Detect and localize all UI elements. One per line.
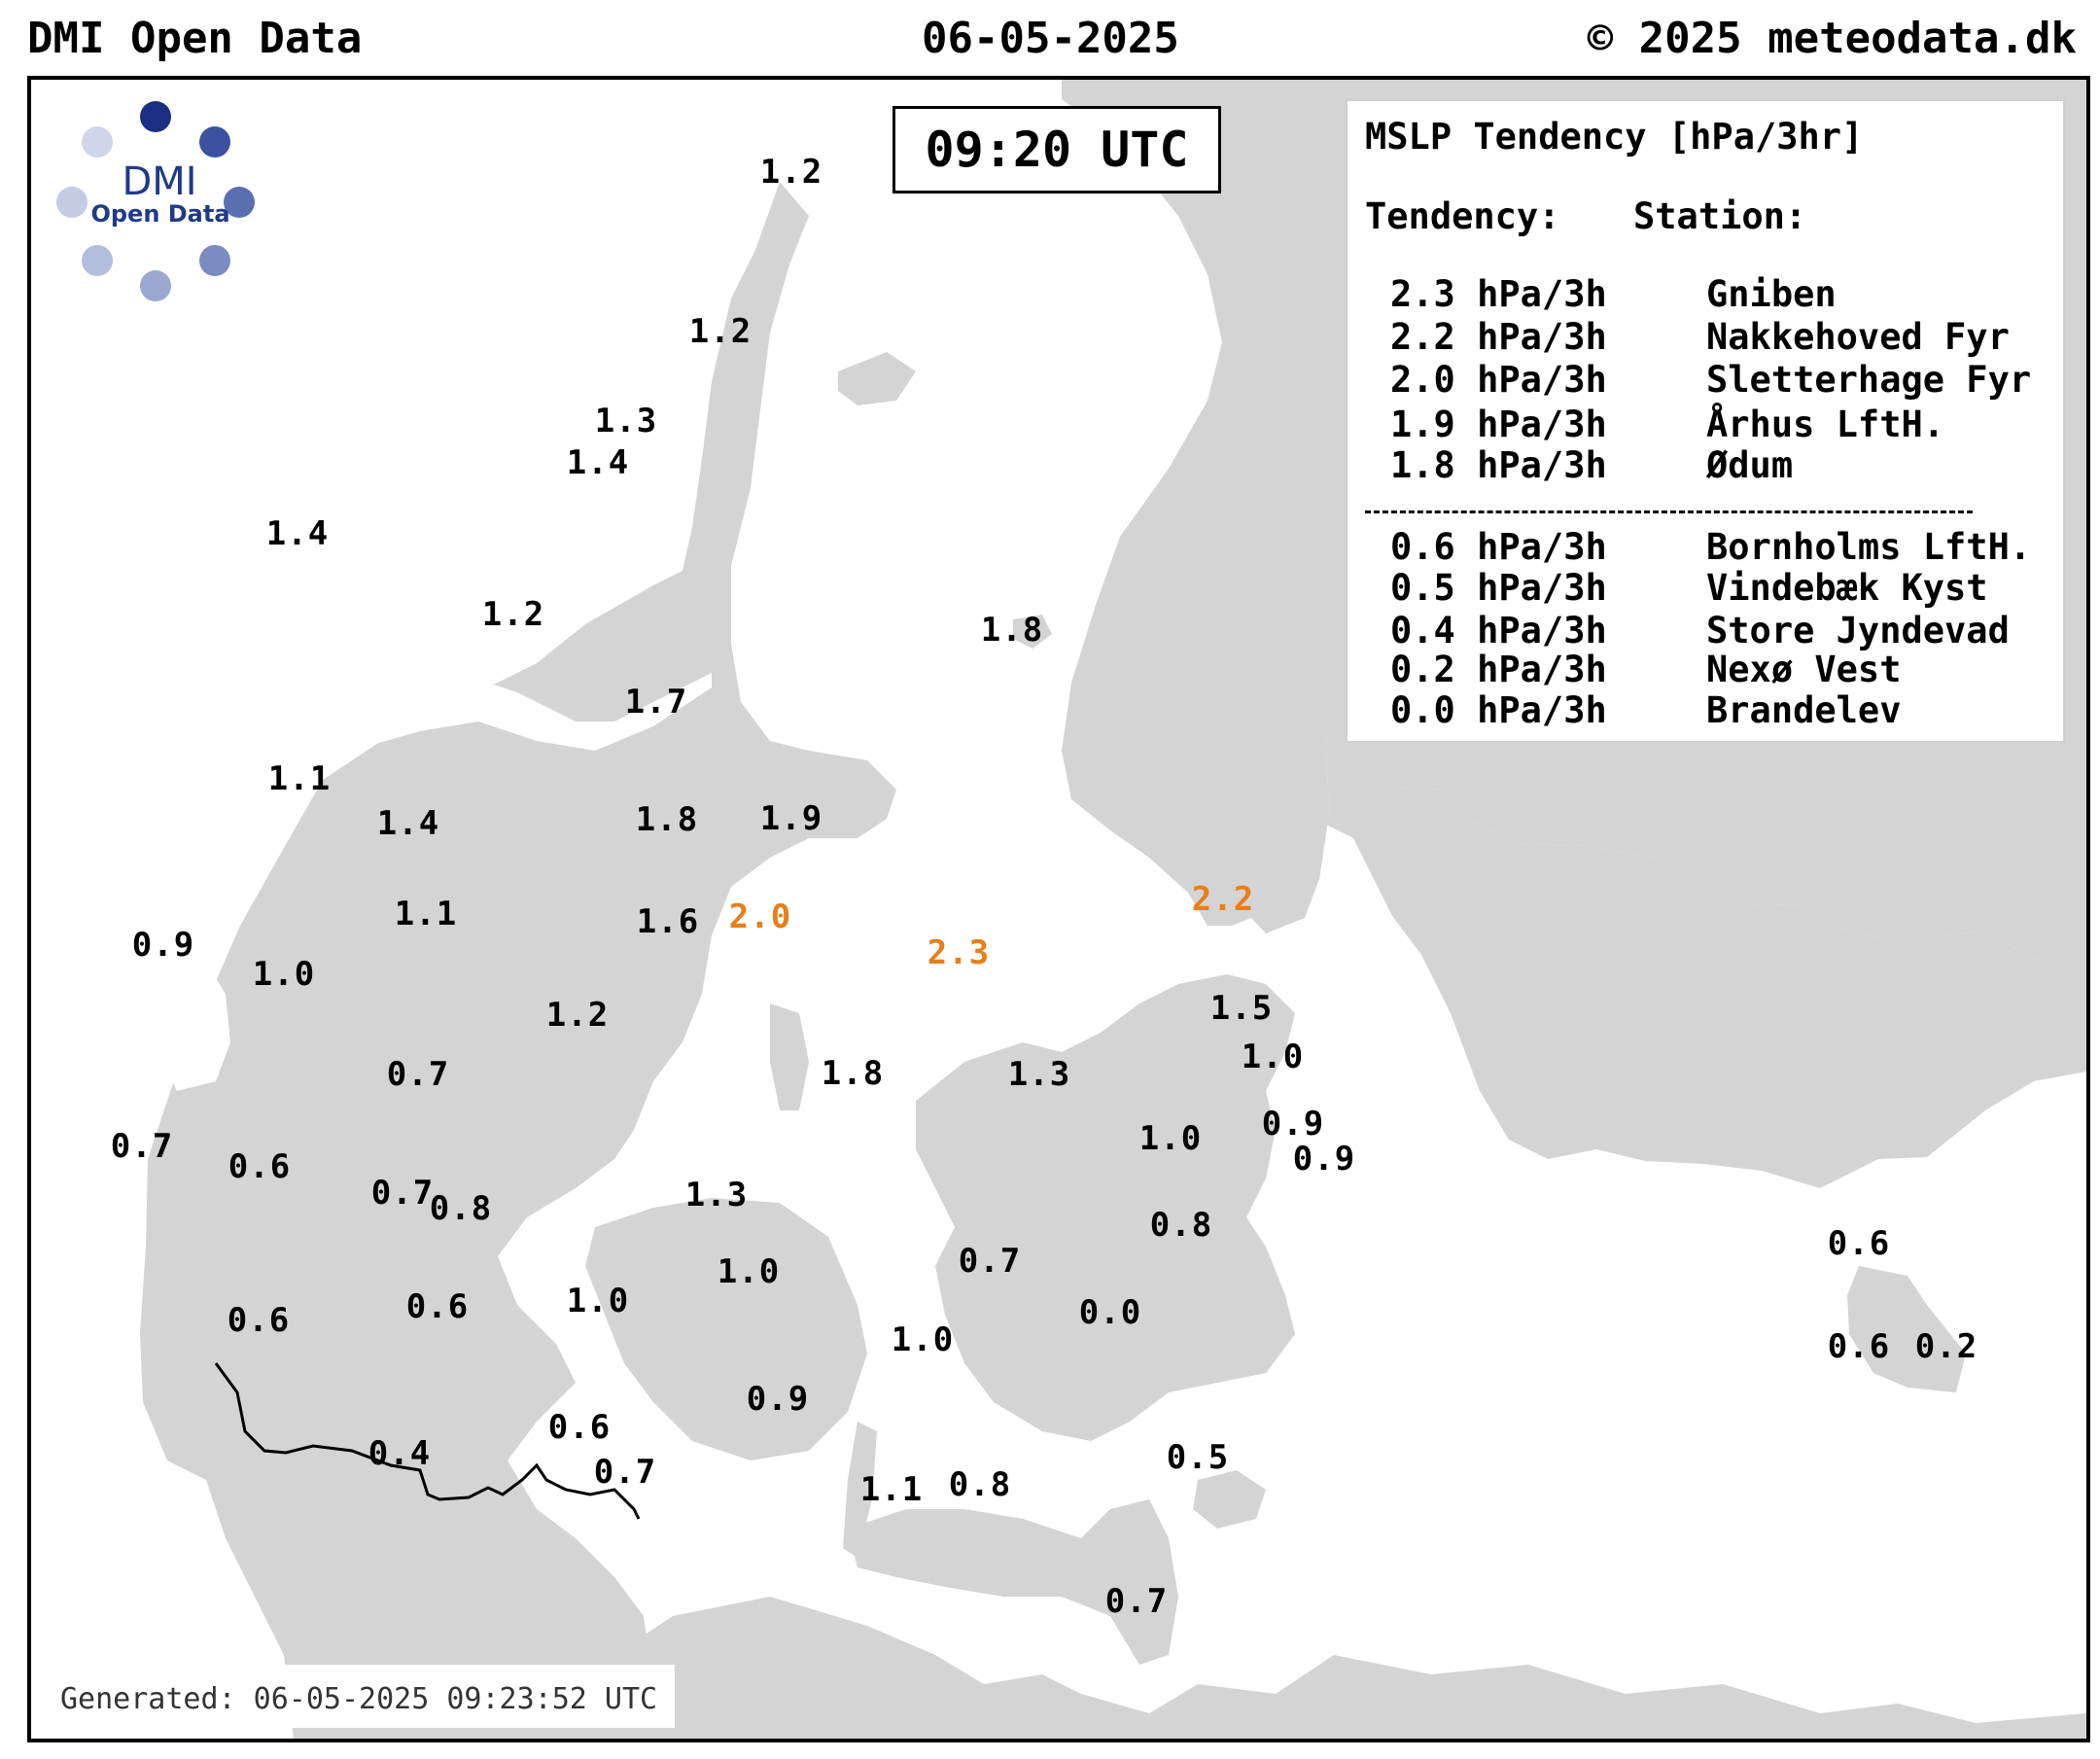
logo-dot [224,187,255,218]
zealand-landmass [916,974,1295,1441]
legend-col-tendency: Tendency: [1365,195,1560,237]
station-value-label: 0.7 [386,1055,450,1094]
station-value-label: 0.7 [370,1174,435,1213]
station-value-label: 1.0 [717,1252,781,1291]
station-value-label: 0.8 [1149,1206,1213,1245]
station-value-label: 1.7 [624,683,688,721]
logo-dot [82,245,113,276]
anholt-island [1013,615,1052,649]
station-value-label: 0.8 [429,1189,493,1228]
station-value-label: 1.3 [1007,1055,1071,1094]
limfjord [250,459,712,751]
station-value-label: 0.4 [368,1434,432,1473]
station-value-label: 2.3 [927,933,991,972]
station-value-label: 1.0 [1241,1038,1305,1076]
logo-dmi-text: DMI [122,159,197,204]
legend-title: MSLP Tendency [hPa/3hr] [1365,116,1864,158]
dmi-logo: DMI Open Data [31,80,284,313]
station-value-label: 0.2 [1914,1327,1978,1366]
logo-opendata-text: Open Data [90,200,230,228]
bornholm-island [1847,1266,1966,1392]
funen-landmass [585,1198,867,1460]
station-value-label: 0.6 [405,1287,470,1326]
langeland-landmass [843,1422,877,1558]
map-frame: DMI Open Data 09:20 UTC 1.2 1.2 1.3 1.4 1.4 1… [27,76,2090,1742]
station-value-label: 0.7 [1104,1582,1169,1621]
legend-row: 0.6 hPa/3h Bornholms LftH. [1390,526,2032,568]
station-value-label: 1.8 [980,611,1044,650]
laeso-island [838,352,916,405]
station-value-label: 1.6 [636,902,700,941]
station-value-label: 1.8 [635,800,699,839]
station-value-label: 0.8 [948,1465,1012,1504]
station-value-label: 2.2 [1191,880,1255,919]
station-value-label: 1.1 [394,895,458,933]
lolland-falster-landmass [848,1499,1178,1665]
legend-row: 1.8 hPa/3h Ødum [1390,444,1794,486]
station-value-label: 1.0 [1138,1119,1203,1158]
station-value-label: 1.0 [566,1282,630,1320]
station-value-label: 1.1 [267,759,332,798]
station-value-label: 0.6 [227,1301,291,1340]
station-value-label: 1.4 [376,804,440,843]
jutland-landmass [140,182,896,1739]
legend-separator [1365,510,1973,513]
legend-row: 0.4 hPa/3h Store Jyndevad [1390,610,2010,651]
legend-row: 0.2 hPa/3h Nexø Vest [1390,649,1902,690]
mon-landmass [1193,1470,1266,1529]
station-value-label: 0.7 [593,1453,657,1492]
time-box: 09:20 UTC [892,106,1221,193]
station-value-label: 0.0 [1078,1293,1142,1332]
germany-landmass [576,1597,2086,1739]
legend-col-station: Station: [1633,195,1807,237]
border-line [214,1362,641,1520]
header-copyright: © 2025 meteodata.dk [1587,14,2077,63]
station-value-label: 1.4 [566,443,630,482]
station-value-label: 0.6 [1827,1224,1891,1263]
station-value-label: 1.2 [481,595,545,634]
ringkobing-fjord [158,945,230,1091]
station-value-label: 1.1 [859,1470,924,1509]
legend-row: 2.3 hPa/3h Gniben [1390,273,1837,315]
station-value-label: 0.9 [131,926,195,965]
logo-dot [140,101,171,132]
station-value-label: 1.5 [1209,989,1274,1028]
legend-row: 2.0 hPa/3h Sletterhage Fyr [1390,359,2032,401]
header-date: 06-05-2025 [922,14,1179,63]
station-value-label: 0.7 [110,1127,174,1166]
legend-row: 0.0 hPa/3h Brandelev [1390,689,1902,731]
station-value-label: 1.4 [265,514,330,553]
station-value-label: 1.0 [252,955,316,994]
station-value-label: 0.6 [1827,1327,1891,1366]
generated-timestamp: Generated: 06-05-2025 09:23:52 UTC [31,1665,676,1728]
legend-row: 0.5 hPa/3h Vindebæk Kyst [1390,567,1988,609]
station-value-label: 1.8 [821,1054,885,1093]
header-title: DMI Open Data [27,14,363,63]
station-value-label: 0.9 [1261,1105,1325,1143]
skane-landmass [1285,733,2086,1188]
station-value-label: 0.5 [1166,1438,1230,1477]
samso-island [770,1003,809,1110]
logo-dot [82,126,113,158]
station-value-label: 0.6 [547,1408,612,1447]
station-value-label: 1.2 [688,312,752,351]
station-value-label: 2.0 [728,897,792,936]
legend-row: 2.2 hPa/3h Nakkehoved Fyr [1390,316,2010,358]
station-value-label: 0.7 [958,1242,1022,1281]
legend-row: 1.9 hPa/3h Århus LftH. [1390,404,1945,445]
station-value-label: 0.6 [228,1147,292,1186]
legend-panel: MSLP Tendency [hPa/3hr] Tendency: Statio… [1346,99,2065,743]
station-value-label: 1.2 [759,153,823,192]
logo-dot [199,126,230,158]
logo-dot [56,187,88,218]
station-value-label: 1.3 [684,1176,749,1214]
station-value-label: 1.2 [545,996,610,1035]
station-value-label: 0.9 [1292,1140,1356,1179]
logo-dot [140,270,171,301]
station-value-label: 0.9 [746,1380,810,1419]
station-value-label: 1.0 [891,1320,955,1359]
logo-dot [199,245,230,276]
station-value-label: 1.3 [594,402,658,440]
station-value-label: 1.9 [759,799,823,838]
